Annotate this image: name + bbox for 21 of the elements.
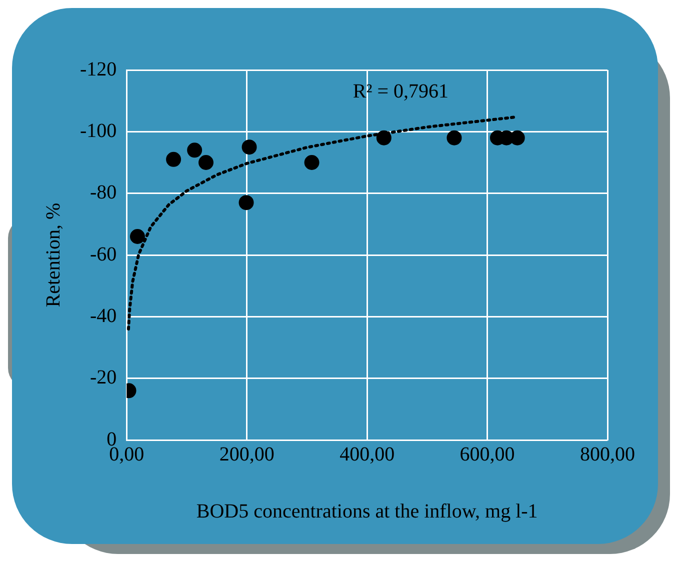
point (376, 130, 392, 146)
y-tick-label: -120 (80, 58, 117, 80)
x-tick-label: 200,00 (219, 443, 274, 466)
x-tick-label: 600,00 (460, 443, 515, 466)
y-tick-label: -20 (90, 366, 117, 389)
point (238, 195, 254, 210)
point (304, 155, 320, 170)
y-axis-title: Retention, % (42, 202, 64, 308)
y-tick-label: -60 (90, 243, 117, 266)
point (187, 142, 202, 158)
x-tick-label: 800,00 (580, 443, 635, 466)
y-tick-label: -80 (90, 182, 117, 204)
point (166, 152, 182, 167)
point (242, 140, 257, 155)
y-tick-label: -40 (90, 304, 117, 327)
point (446, 130, 462, 146)
point (130, 229, 145, 244)
y-tick-label: -100 (80, 120, 117, 142)
x-tick-label: 400,00 (340, 443, 395, 466)
x-axis-title: BOD5 concentrations at the inflow, mg l-1 (196, 500, 538, 522)
point (198, 155, 214, 170)
